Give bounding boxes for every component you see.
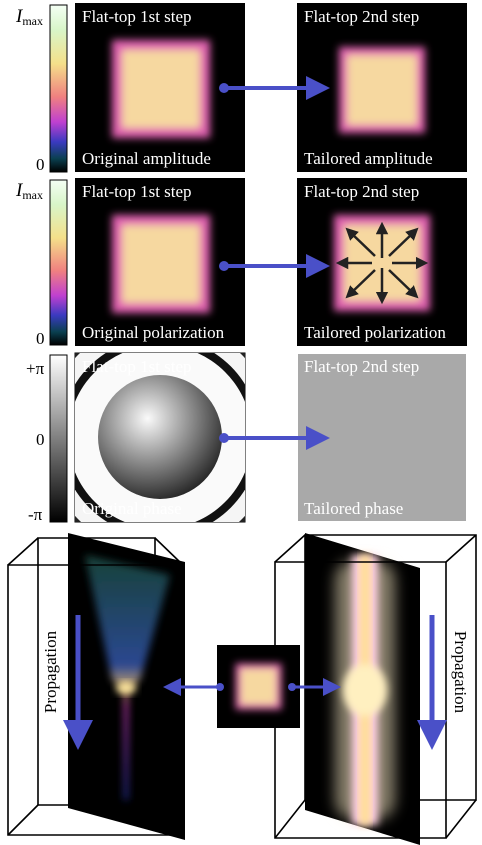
beam-spot <box>235 663 282 710</box>
beam-spot <box>112 215 210 313</box>
colorbar <box>49 179 68 346</box>
colorbar-min: 0 <box>36 329 45 348</box>
panel <box>296 352 468 523</box>
colorbar-min: -π <box>28 505 43 524</box>
panel-title: Flat-top 2nd step <box>304 7 419 26</box>
colorbar <box>49 4 68 173</box>
polarization-arrows <box>335 221 429 305</box>
panel-caption: Original phase <box>82 499 182 518</box>
panel-caption: Tailored phase <box>304 499 403 518</box>
panel-caption: Tailored polarization <box>304 323 446 342</box>
panel-title: Flat-top 1st step <box>82 182 192 201</box>
panel-title: Flat-top 1st step <box>82 7 192 26</box>
panel-caption: Original polarization <box>82 323 225 342</box>
colorbar-max: Imax <box>15 180 43 202</box>
propagation-label: Propagation <box>451 631 470 714</box>
colorbar-min: 0 <box>36 155 45 174</box>
colorbar-mid: 0 <box>36 430 45 449</box>
panel-title: Flat-top 1st step <box>82 357 192 376</box>
colorbar <box>49 354 68 523</box>
beam-spot <box>339 47 425 133</box>
right-box <box>274 533 477 845</box>
panel-title: Flat-top 2nd step <box>304 357 419 376</box>
panel-caption: Tailored amplitude <box>304 149 433 168</box>
propagation-label: Propagation <box>41 630 60 713</box>
colorbar-max: Imax <box>15 6 43 28</box>
beam-spot <box>112 40 210 138</box>
colorbar-max: +π <box>26 359 45 378</box>
panel-title: Flat-top 2nd step <box>304 182 419 201</box>
panel-caption: Original amplitude <box>82 149 211 168</box>
left-box <box>7 533 185 840</box>
phase-map <box>75 353 245 522</box>
